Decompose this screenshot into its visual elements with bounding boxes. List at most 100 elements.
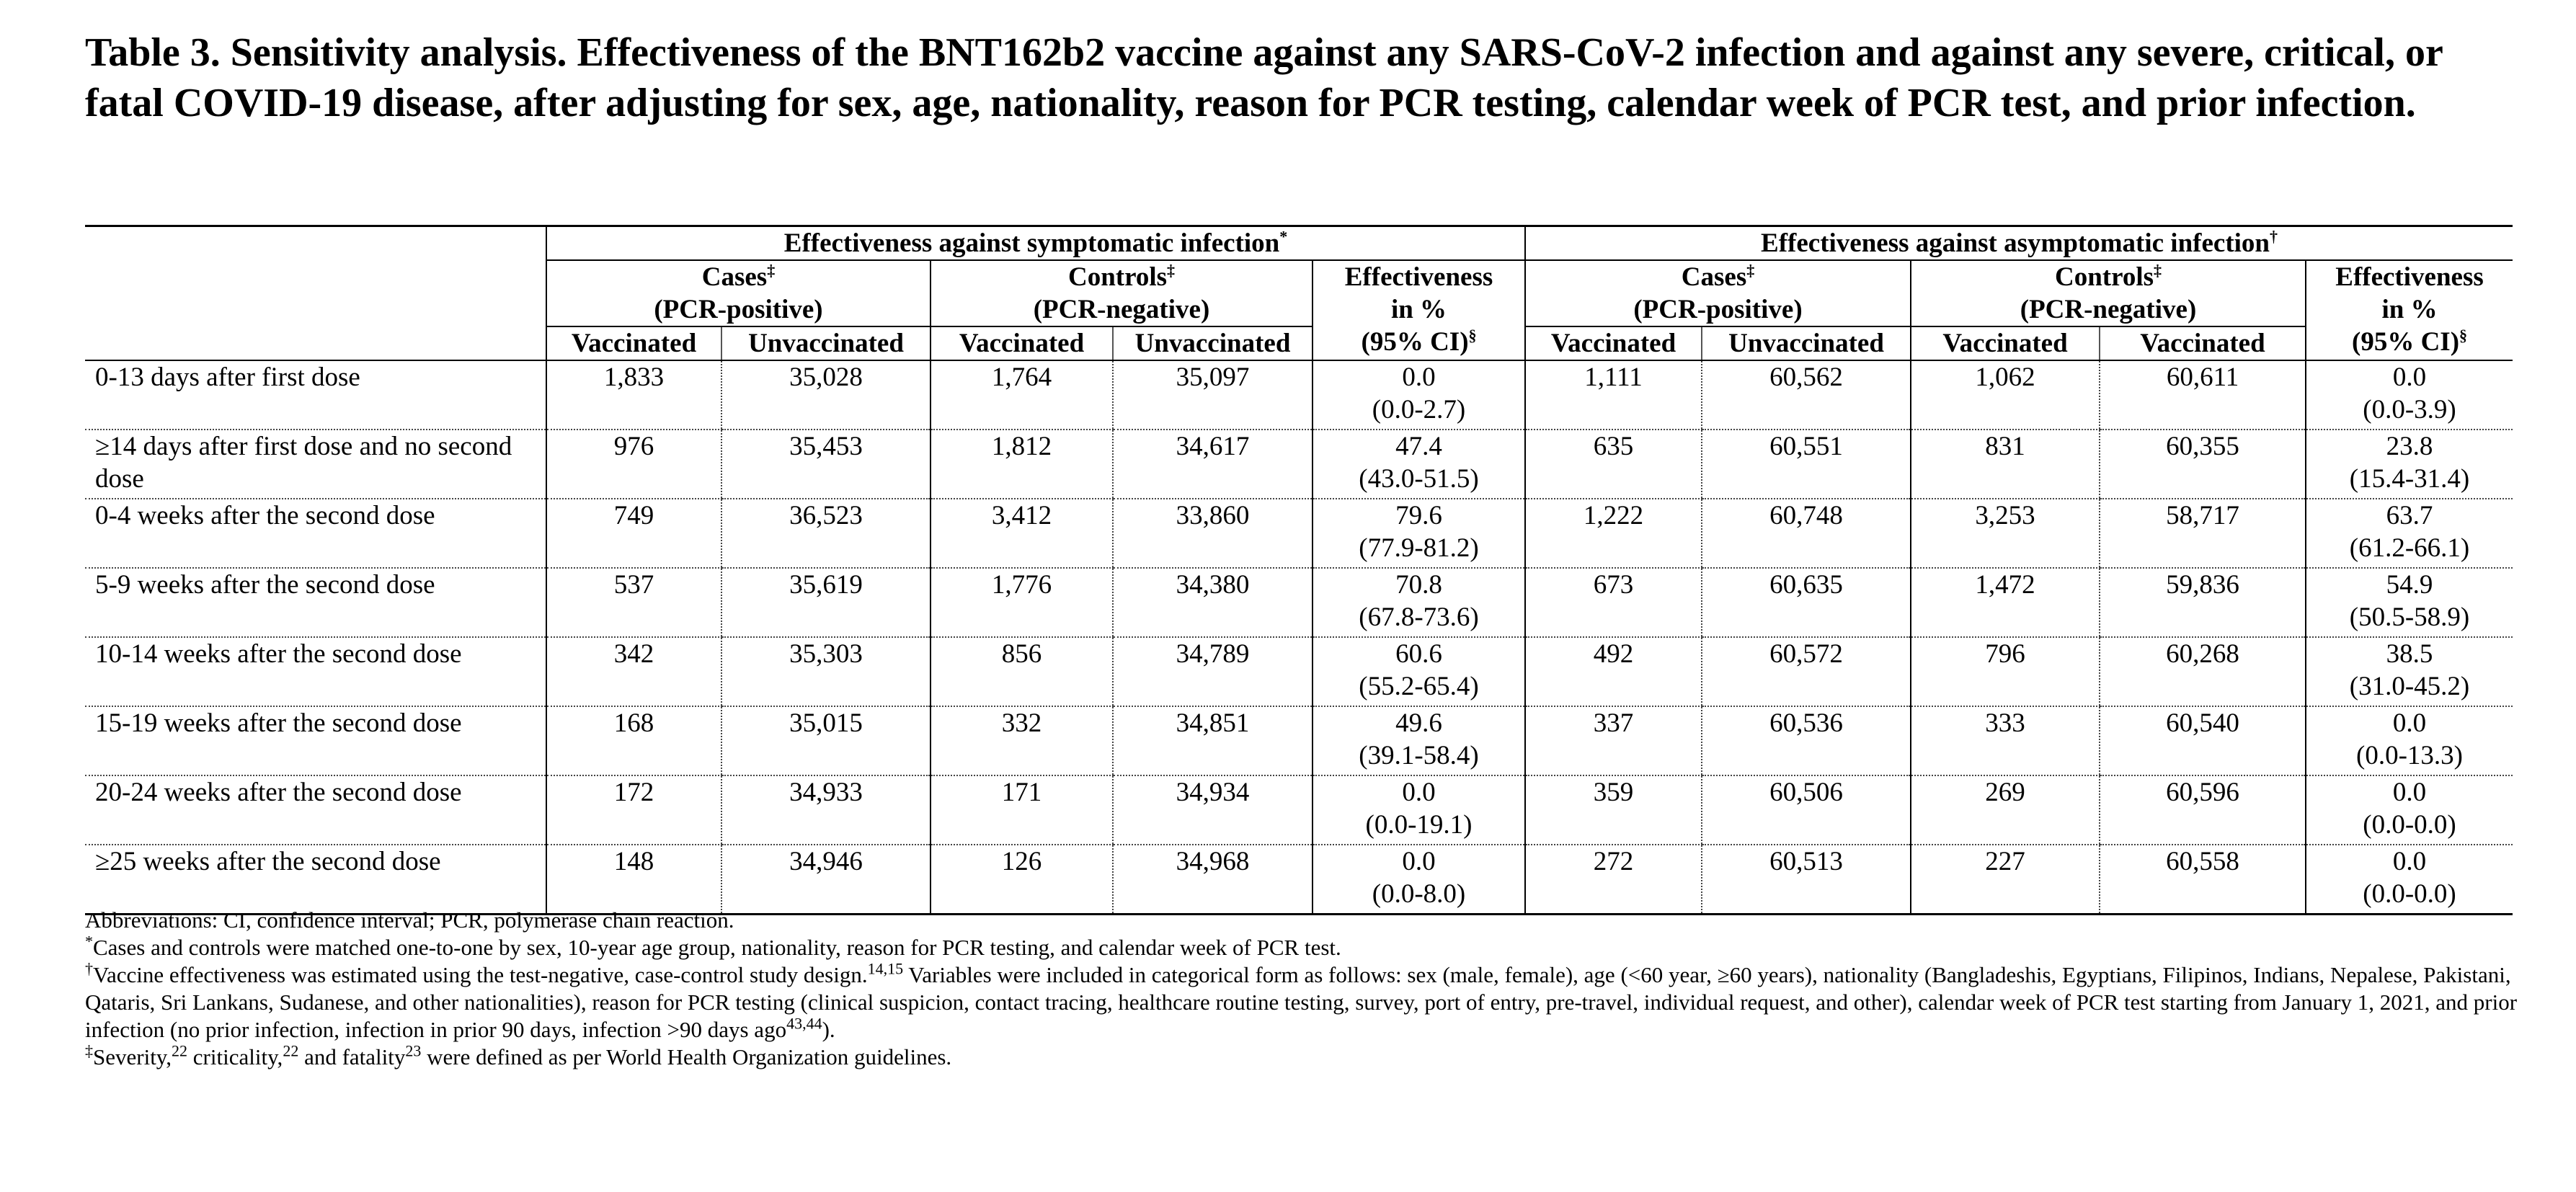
count-cell: 60,513 <box>1701 845 1911 915</box>
count-cell: 1,776 <box>930 568 1113 638</box>
effectiveness-value: 49.6 <box>1395 708 1442 738</box>
count-cell: 60,748 <box>1701 499 1911 569</box>
count-cell: 34,380 <box>1112 568 1313 638</box>
count-cell: 34,617 <box>1112 430 1313 499</box>
table-row: 15-19 weeks after the second dose 168 35,0… <box>85 706 2513 776</box>
count-cell: 3,412 <box>930 499 1113 569</box>
effectiveness-cell: 0.0 (0.0-0.0) <box>2305 845 2513 915</box>
count-cell: 60,551 <box>1701 430 1911 499</box>
count-cell: 171 <box>930 775 1113 845</box>
row-label: 20-24 weeks after the second dose <box>85 775 546 845</box>
effectiveness-value: 38.5 <box>2386 639 2433 669</box>
footnotes: Abbreviations: CI, confidence interval; … <box>85 907 2521 1071</box>
footnote-symptomatic: *Cases and controls were matched one-to-… <box>85 932 1341 960</box>
confidence-interval: (39.1-58.4) <box>1359 741 1479 770</box>
count-cell: 36,523 <box>721 499 931 569</box>
effectiveness-value: 23.8 <box>2386 432 2433 461</box>
row-label: 15-19 weeks after the second dose <box>85 706 546 776</box>
effectiveness-cell: 79.6 (77.9-81.2) <box>1311 499 1526 569</box>
row-label: 5-9 weeks after the second dose <box>85 568 546 638</box>
count-cell: 34,934 <box>1112 775 1313 845</box>
abbreviations-note: Abbreviations: CI, confidence interval; … <box>85 907 734 933</box>
effectiveness-cell: 0.0 (0.0-13.3) <box>2305 706 2513 776</box>
table-row: 0-13 days after first dose 1,833 35,028 1,7… <box>85 360 2513 430</box>
count-cell: 1,833 <box>546 360 721 430</box>
row-label: 0-13 days after first dose <box>85 360 546 430</box>
row-label: ≥14 days after first dose and no second … <box>85 430 546 499</box>
confidence-interval: (0.0-0.0) <box>2363 879 2456 909</box>
count-cell: 337 <box>1524 706 1702 776</box>
effectiveness-header: Effectiveness in % (95% CI)§ <box>2305 260 2513 361</box>
column-header: Vaccinated <box>1910 326 2100 361</box>
count-cell: 126 <box>930 845 1113 915</box>
count-cell: 35,453 <box>721 430 931 499</box>
effectiveness-value: 79.6 <box>1395 501 1442 530</box>
count-cell: 35,619 <box>721 568 931 638</box>
count-cell: 1,062 <box>1910 360 2100 430</box>
effectiveness-value: 0.0 <box>2392 847 2427 876</box>
column-header: Unvaccinated <box>721 326 931 361</box>
count-cell: 269 <box>1910 775 2100 845</box>
count-cell: 796 <box>1910 637 2100 707</box>
effectiveness-cell: 0.0 (0.0-8.0) <box>1311 845 1526 915</box>
count-cell: 60,540 <box>2099 706 2306 776</box>
controls-header: Controls‡ (PCR-negative) <box>930 260 1313 326</box>
count-cell: 60,506 <box>1701 775 1911 845</box>
count-cell: 34,946 <box>721 845 931 915</box>
count-cell: 272 <box>1524 845 1702 915</box>
count-cell: 359 <box>1524 775 1702 845</box>
effectiveness-cell: 0.0 (0.0-19.1) <box>1311 775 1526 845</box>
count-cell: 1,812 <box>930 430 1113 499</box>
effectiveness-cell: 54.9 (50.5-58.9) <box>2305 568 2513 638</box>
header-blank <box>85 225 546 260</box>
row-label: 10-14 weeks after the second dose <box>85 637 546 707</box>
confidence-interval: (43.0-51.5) <box>1359 464 1479 494</box>
count-cell: 35,097 <box>1112 360 1313 430</box>
confidence-interval: (0.0-2.7) <box>1372 395 1466 424</box>
count-cell: 59,836 <box>2099 568 2306 638</box>
count-cell: 60,558 <box>2099 845 2306 915</box>
count-cell: 831 <box>1910 430 2100 499</box>
count-cell: 58,717 <box>2099 499 2306 569</box>
count-cell: 60,562 <box>1701 360 1911 430</box>
effectiveness-cell: 0.0 (0.0-2.7) <box>1311 360 1526 430</box>
effectiveness-value: 60.6 <box>1395 639 1442 669</box>
column-header: Vaccinated <box>1524 326 1702 361</box>
count-cell: 856 <box>930 637 1113 707</box>
effectiveness-value: 70.8 <box>1395 570 1442 600</box>
row-label: 0-4 weeks after the second dose <box>85 499 546 569</box>
group-header-asymptomatic: Effectiveness against asymptomatic infec… <box>1524 225 2513 261</box>
table-row: 20-24 weeks after the second dose 172 34,9… <box>85 775 2513 845</box>
confidence-interval: (0.0-0.0) <box>2363 810 2456 840</box>
effectiveness-cell: 70.8 (67.8-73.6) <box>1311 568 1526 638</box>
effectiveness-cell: 49.6 (39.1-58.4) <box>1311 706 1526 776</box>
count-cell: 60,596 <box>2099 775 2306 845</box>
count-cell: 333 <box>1910 706 2100 776</box>
count-cell: 35,028 <box>721 360 931 430</box>
count-cell: 492 <box>1524 637 1702 707</box>
column-header: Vaccinated <box>2099 326 2306 361</box>
count-cell: 673 <box>1524 568 1702 638</box>
effectiveness-value: 47.4 <box>1395 432 1442 461</box>
count-cell: 342 <box>546 637 721 707</box>
count-cell: 35,015 <box>721 706 931 776</box>
count-cell: 34,851 <box>1112 706 1313 776</box>
effectiveness-value: 0.0 <box>2392 363 2427 392</box>
group-header-symptomatic: Effectiveness against symptomatic infect… <box>545 225 1526 261</box>
confidence-interval: (67.8-73.6) <box>1359 602 1479 632</box>
count-cell: 1,764 <box>930 360 1113 430</box>
count-cell: 35,303 <box>721 637 931 707</box>
table-row: 0-4 weeks after the second dose 749 36,523… <box>85 499 2513 569</box>
confidence-interval: (0.0-19.1) <box>1365 810 1473 840</box>
effectiveness-header: Effectiveness in % (95% CI)§ <box>1311 260 1526 361</box>
footnote-asymptomatic: †Vaccine effectiveness was estimated usi… <box>85 959 2518 1042</box>
count-cell: 34,933 <box>721 775 931 845</box>
count-cell: 34,789 <box>1112 637 1313 707</box>
table-row: ≥14 days after first dose and no second … <box>85 430 2513 499</box>
confidence-interval: (31.0-45.2) <box>2349 672 2470 701</box>
count-cell: 227 <box>1910 845 2100 915</box>
confidence-interval: (50.5-58.9) <box>2349 602 2470 632</box>
count-cell: 537 <box>546 568 721 638</box>
effectiveness-cell: 0.0 (0.0-0.0) <box>2305 775 2513 845</box>
count-cell: 332 <box>930 706 1113 776</box>
